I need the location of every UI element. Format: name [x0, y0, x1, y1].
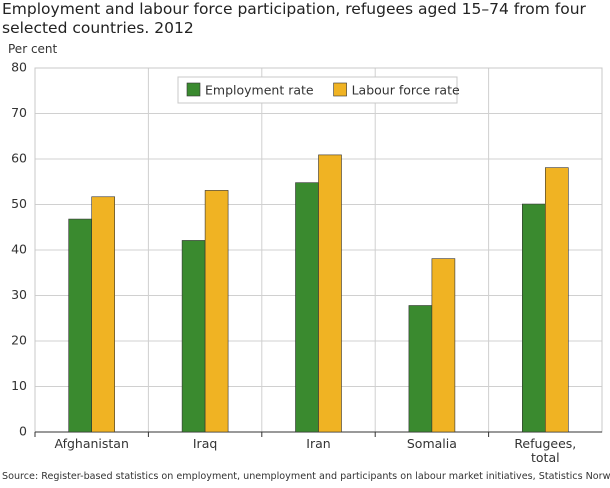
bar	[408, 305, 433, 433]
x-tick-label: Refugees, total	[514, 436, 577, 465]
y-tick-label: 40	[11, 242, 27, 257]
bar	[431, 258, 456, 433]
bar	[204, 190, 229, 433]
y-tick-label: 30	[11, 287, 27, 302]
legend-label: Labour force rate	[352, 83, 460, 98]
x-tick-label: Afghanistan	[54, 436, 129, 451]
bar	[544, 167, 569, 433]
x-tick-label: Iraq	[192, 436, 218, 451]
y-tick-label: 70	[11, 105, 27, 120]
y-tick-label: 20	[11, 333, 27, 348]
legend-box	[177, 76, 458, 104]
y-tick-label: 80	[11, 60, 27, 75]
bar	[295, 182, 319, 433]
bar	[68, 218, 92, 433]
bar	[521, 203, 546, 433]
source: Source: Register-based statistics on emp…	[2, 471, 610, 482]
y-tick-label: 60	[11, 151, 27, 166]
legend-label: Employment rate	[205, 83, 314, 98]
legend-swatch	[186, 82, 201, 97]
bar	[181, 240, 206, 433]
y-tick-label: 10	[11, 378, 27, 393]
bar	[91, 196, 115, 433]
y-axis-label: Per cent	[8, 42, 58, 56]
chart-title: Employment and labour force participatio…	[2, 0, 586, 37]
bar	[318, 154, 342, 433]
y-tick-label: 50	[11, 196, 27, 211]
y-tick-label: 0	[19, 424, 27, 439]
x-tick-label: Somalia	[406, 436, 457, 451]
legend-swatch	[333, 82, 347, 97]
x-tick-label: Iran	[306, 436, 331, 451]
